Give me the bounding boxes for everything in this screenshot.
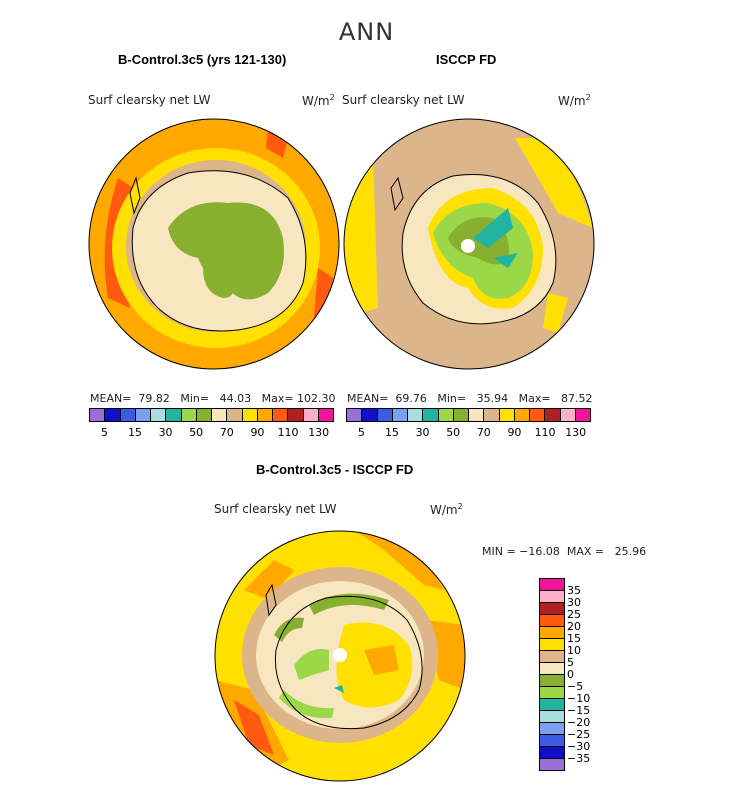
colorbar-swatch [408, 409, 424, 421]
colorbar-swatch [392, 409, 408, 421]
colorbar-swatch [530, 409, 546, 421]
colorbar-swatch [151, 409, 167, 421]
colorbar-swatch [540, 651, 564, 663]
colorbar-swatch [166, 409, 182, 421]
colorbar-swatch [540, 579, 564, 591]
colorbar-tick-label: 70 [476, 426, 491, 439]
colorbar-swatch [257, 409, 273, 421]
colorbar-swatch [545, 409, 561, 421]
colorbar-swatch [540, 663, 564, 675]
colorbar-swatch [377, 409, 393, 421]
colorbar-tick-label: −30 [567, 740, 591, 753]
colorbar-swatch [438, 409, 454, 421]
colorbar-swatch [453, 409, 469, 421]
right-variable-label: Surf clearsky net LW [342, 93, 465, 107]
colorbar-swatch [90, 409, 106, 421]
bottom-stats: MIN = −16.08 MAX = 25.96 [482, 545, 647, 558]
colorbar-swatch [540, 603, 564, 615]
colorbar-tick-label: 10 [567, 644, 581, 657]
colorbar-swatch [181, 409, 197, 421]
colorbar-tick-label: 25 [567, 608, 581, 621]
colorbar-tick-label: 110 [277, 426, 299, 439]
colorbar-tick-label: 30 [415, 426, 430, 439]
colorbar-tick-label: 30 [567, 596, 581, 609]
colorbar-tick-label: −35 [567, 752, 591, 765]
colorbar-tick-label: 15 [127, 426, 142, 439]
colorbar-swatch [242, 409, 258, 421]
colorbar-tick-label: 30 [158, 426, 173, 439]
colorbar-swatch [560, 409, 576, 421]
left-panel-title: B-Control.3c5 (yrs 121-130) [118, 52, 287, 67]
colorbar-swatch [540, 735, 564, 747]
colorbar-tick-label: 90 [250, 426, 265, 439]
colorbar-tick-label: 70 [219, 426, 234, 439]
colorbar-tick-label: 90 [507, 426, 522, 439]
colorbar-swatch [499, 409, 515, 421]
colorbar-swatch [227, 409, 243, 421]
colorbar-swatch [540, 723, 564, 735]
colorbar-swatch [540, 711, 564, 723]
right-colorbar: 5 15 30 50 70 90 110 130 [346, 408, 591, 439]
colorbar-swatch [540, 627, 564, 639]
colorbar-tick-label: −5 [567, 680, 584, 693]
bottom-panel-title: B-Control.3c5 - ISCCP FD [256, 462, 414, 477]
colorbar-swatch [105, 409, 121, 421]
colorbar-swatch [540, 591, 564, 603]
difference-colorbar [539, 578, 565, 771]
figure-title: ANN [338, 18, 395, 46]
colorbar-tick-label: −20 [567, 716, 591, 729]
colorbar-swatch [347, 409, 363, 421]
colorbar-tick-label: 50 [446, 426, 461, 439]
colorbar-tick-label: 15 [567, 632, 581, 645]
colorbar-tick-label: 35 [567, 584, 581, 597]
right-polar-map [343, 118, 595, 370]
colorbar-swatch [318, 409, 333, 421]
colorbar-swatch [540, 699, 564, 711]
colorbar-tick-label: −25 [567, 728, 591, 741]
colorbar-tick-label: 50 [189, 426, 204, 439]
left-colorbar: 5 15 30 50 70 90 110 130 [89, 408, 334, 439]
left-variable-label: Surf clearsky net LW [88, 93, 211, 107]
colorbar-swatch [362, 409, 378, 421]
colorbar-tick-label: 0 [567, 668, 574, 681]
bottom-polar-map [214, 530, 466, 782]
left-stats: MEAN= 79.82 Min= 44.03 Max= 102.30 [90, 392, 336, 405]
colorbar-swatch [196, 409, 212, 421]
bottom-variable-label: Surf clearsky net LW [214, 502, 337, 516]
colorbar-swatch [120, 409, 136, 421]
colorbar-swatch [212, 409, 228, 421]
colorbar-swatch [423, 409, 439, 421]
colorbar-swatch [469, 409, 485, 421]
colorbar-swatch [540, 759, 564, 770]
right-stats: MEAN= 69.76 Min= 35.94 Max= 87.52 [347, 392, 593, 405]
left-units-label: W/m2 [302, 93, 335, 108]
colorbar-tick-label: 5 [357, 426, 365, 439]
colorbar-swatch [135, 409, 151, 421]
colorbar-tick-label: 15 [384, 426, 399, 439]
colorbar-swatch [540, 747, 564, 759]
bottom-units-label: W/m2 [430, 502, 463, 517]
colorbar-tick-label: −10 [567, 692, 591, 705]
colorbar-swatch [575, 409, 590, 421]
colorbar-tick-label: −15 [567, 704, 591, 717]
colorbar-tick-label: 5 [100, 426, 108, 439]
colorbar-swatch [484, 409, 500, 421]
right-panel-title: ISCCP FD [436, 52, 497, 67]
colorbar-tick-label: 5 [567, 656, 574, 669]
colorbar-swatch [288, 409, 304, 421]
left-polar-map [88, 118, 340, 370]
right-units-label: W/m2 [558, 93, 591, 108]
colorbar-swatch [540, 615, 564, 627]
colorbar-swatch [514, 409, 530, 421]
colorbar-swatch [540, 675, 564, 687]
colorbar-tick-label: 110 [534, 426, 556, 439]
colorbar-swatch [540, 687, 564, 699]
colorbar-swatch [540, 639, 564, 651]
colorbar-swatch [273, 409, 289, 421]
colorbar-tick-label: 130 [308, 426, 330, 439]
colorbar-swatch [303, 409, 319, 421]
colorbar-tick-label: 130 [565, 426, 587, 439]
colorbar-tick-label: 20 [567, 620, 581, 633]
